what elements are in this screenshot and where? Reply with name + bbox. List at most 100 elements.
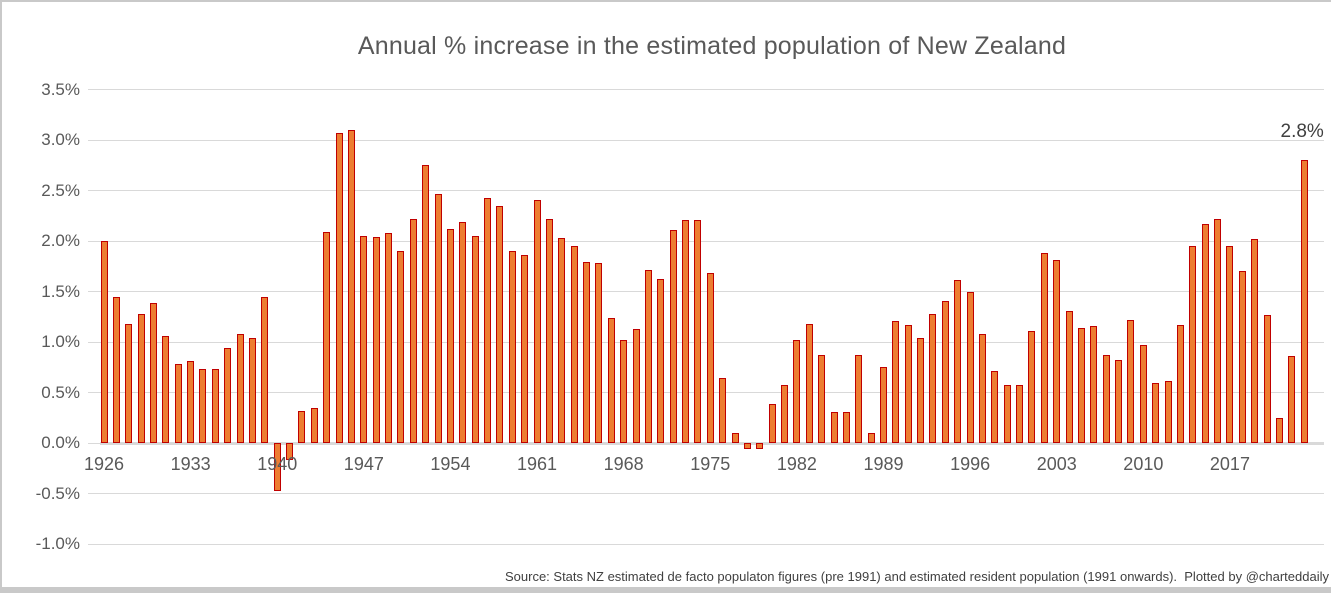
bar-1935 xyxy=(211,369,219,443)
gridline xyxy=(100,493,1324,494)
x-axis-label: 2017 xyxy=(1209,454,1250,474)
bar-1955 xyxy=(459,221,467,443)
bar-1962 xyxy=(545,218,553,443)
bar-1975 xyxy=(706,273,714,443)
bar-1941 xyxy=(286,443,294,461)
bar-1926 xyxy=(100,241,108,443)
y-tick xyxy=(88,139,100,141)
bar-1953 xyxy=(434,193,442,443)
bar-1977 xyxy=(731,432,739,443)
bar-1954 xyxy=(446,228,454,443)
gridline xyxy=(100,240,1324,242)
bar-1956 xyxy=(471,235,479,443)
bottom-strip xyxy=(2,587,1331,593)
bar-1996 xyxy=(966,291,974,443)
bar-2003 xyxy=(1053,260,1061,443)
bar-2016 xyxy=(1214,218,1222,443)
gridline xyxy=(100,543,1324,545)
bar-2001 xyxy=(1028,330,1036,443)
bar-1948 xyxy=(372,236,380,443)
bar-2010 xyxy=(1139,345,1147,443)
y-axis-label: 3.0% xyxy=(41,130,80,149)
bar-1965 xyxy=(583,262,591,443)
bar-1938 xyxy=(248,337,256,443)
bar-1983 xyxy=(805,323,813,443)
y-axis-label: 0.0% xyxy=(41,433,80,452)
x-axis-label: 1982 xyxy=(776,454,817,474)
bar-1979 xyxy=(756,443,764,450)
bar-1991 xyxy=(904,324,912,443)
y-axis-label: 3.5% xyxy=(41,79,80,99)
bar-1944 xyxy=(323,231,331,443)
chart-title: Annual % increase in the estimated popul… xyxy=(357,32,1067,60)
y-tick xyxy=(88,89,100,90)
bar-1942 xyxy=(298,410,306,443)
x-axis-label: 1940 xyxy=(257,454,298,474)
bar-1930 xyxy=(149,302,157,443)
bar-1949 xyxy=(385,232,393,443)
bar-1985 xyxy=(830,411,838,443)
y-axis-label: 0.5% xyxy=(41,382,80,402)
y-axis-label: -1.0% xyxy=(35,534,80,553)
bar-2009 xyxy=(1127,319,1135,443)
bar-1972 xyxy=(669,229,677,443)
bar-1943 xyxy=(310,407,318,443)
bar-1946 xyxy=(347,129,355,443)
bar-2011 xyxy=(1152,383,1160,443)
bar-1951 xyxy=(409,218,417,443)
bar-1945 xyxy=(335,132,343,443)
bar-2014 xyxy=(1189,246,1197,443)
bar-1998 xyxy=(991,371,999,443)
y-tick xyxy=(88,493,100,494)
bar-1994 xyxy=(941,300,949,443)
bar-1947 xyxy=(360,235,368,443)
gridline xyxy=(100,89,1324,90)
bar-1950 xyxy=(397,251,405,443)
x-axis-label: 1996 xyxy=(950,454,991,474)
x-axis-label: 1933 xyxy=(170,454,211,474)
bar-1952 xyxy=(422,165,430,443)
bar-2017 xyxy=(1226,246,1234,443)
y-tick xyxy=(88,392,100,393)
y-tick xyxy=(88,291,100,292)
bar-1964 xyxy=(570,246,578,443)
bar-2018 xyxy=(1238,271,1246,443)
bar-1974 xyxy=(694,219,702,443)
bar-1987 xyxy=(855,355,863,443)
bar-1940 xyxy=(273,443,281,492)
bar-1970 xyxy=(644,270,652,443)
bar-1969 xyxy=(632,328,640,443)
bar-1961 xyxy=(533,199,541,443)
gridline xyxy=(100,139,1324,141)
bar-2007 xyxy=(1102,355,1110,443)
bar-2006 xyxy=(1090,325,1098,443)
bar-1933 xyxy=(187,361,195,443)
bar-1989 xyxy=(879,367,887,443)
bar-2013 xyxy=(1176,324,1184,443)
bar-1984 xyxy=(818,355,826,443)
bar-2005 xyxy=(1077,327,1085,443)
bar-2020 xyxy=(1263,314,1271,443)
data-label-2023: 2.8% xyxy=(1280,121,1324,143)
source-note: Source: Stats NZ estimated de facto popu… xyxy=(504,569,1329,584)
y-axis-label: 2.0% xyxy=(41,231,80,250)
bar-1997 xyxy=(978,333,986,443)
bar-1981 xyxy=(781,385,788,443)
y-tick xyxy=(88,341,100,343)
bar-1968 xyxy=(620,339,628,443)
bar-1982 xyxy=(793,339,801,443)
bar-1992 xyxy=(917,337,925,443)
x-axis-label: 1954 xyxy=(430,454,471,474)
bar-1973 xyxy=(682,219,690,443)
x-axis-line xyxy=(100,441,1324,445)
bar-1986 xyxy=(842,411,850,443)
gridline xyxy=(100,190,1324,191)
x-axis-label: 1961 xyxy=(517,454,558,474)
bar-1976 xyxy=(719,378,727,443)
bar-1936 xyxy=(224,348,232,443)
y-axis-label: -0.5% xyxy=(35,483,80,503)
bar-1957 xyxy=(484,197,492,443)
bar-1995 xyxy=(954,280,962,443)
bar-1932 xyxy=(174,364,182,443)
